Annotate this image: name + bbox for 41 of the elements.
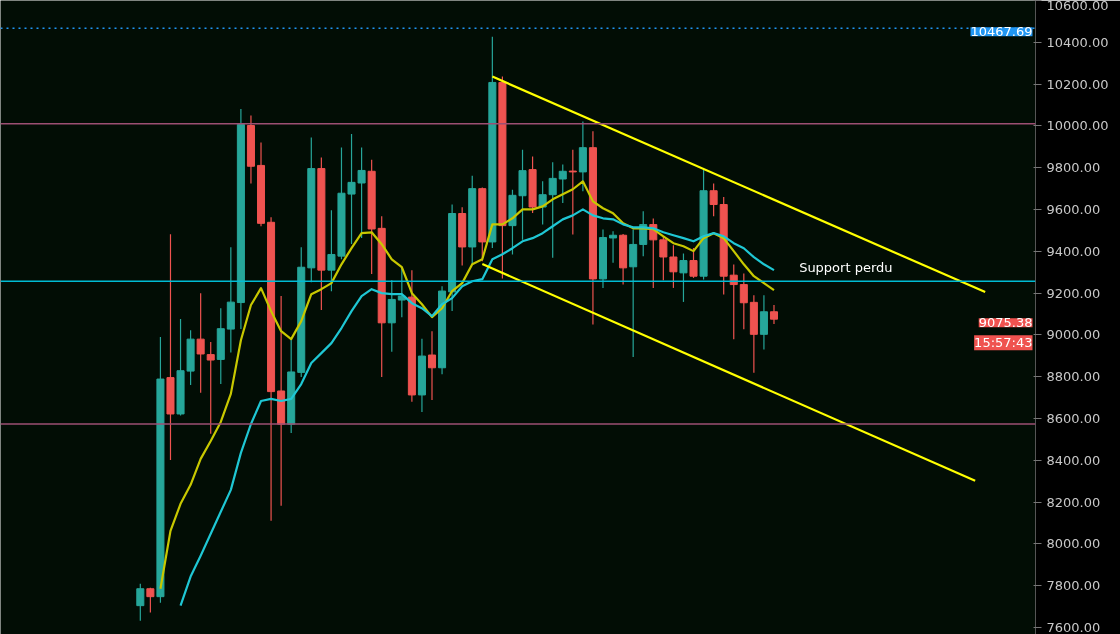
y-tick-label: 8800.00: [1046, 369, 1101, 385]
y-tick-label: 8600.00: [1046, 411, 1101, 427]
ref-line-label: Support perdu: [799, 260, 893, 276]
candlestick: [548, 161, 557, 259]
candlestick: [206, 341, 215, 435]
y-tick-label: 8200.00: [1046, 494, 1101, 510]
candlestick: [146, 587, 155, 614]
ref-line-label: 10467.69: [970, 24, 1033, 40]
candlestick: [196, 292, 205, 394]
annotation: 9075.38: [978, 315, 1033, 331]
candlestick: [387, 279, 396, 353]
y-tick-label: 9600.00: [1046, 202, 1101, 218]
y-tick-label: 8400.00: [1046, 452, 1101, 468]
candlestick: [679, 252, 688, 303]
candlestick: [689, 247, 698, 279]
candlestick: [558, 163, 567, 204]
candlestick: [739, 272, 748, 330]
candlestick: [609, 230, 618, 264]
candlestick: [659, 235, 668, 281]
y-tick-label: 10200.00: [1046, 76, 1109, 92]
candlestick: [669, 244, 678, 289]
y-tick-label: 9800.00: [1046, 160, 1101, 176]
y-tick-label: 7800.00: [1046, 578, 1101, 594]
y-tick-label: 9200.00: [1046, 285, 1101, 301]
candlestick: [538, 180, 547, 226]
candlestick: [629, 229, 638, 358]
y-tick-label: 9400.00: [1046, 243, 1101, 259]
candlestick: [769, 304, 778, 325]
y-tick-label: 8000.00: [1046, 536, 1101, 552]
candlestick: [709, 183, 718, 217]
y-tick-label: 10600.00: [1046, 0, 1109, 13]
candlestick: [397, 267, 406, 318]
y-tick-label: 7600.00: [1046, 620, 1101, 634]
y-tick-label: 10000.00: [1046, 118, 1109, 134]
y-tick-label: 10400.00: [1046, 34, 1109, 50]
y-tick-label: 9000.00: [1046, 327, 1101, 343]
candlestick: [136, 583, 145, 622]
candlestick: [427, 330, 437, 401]
annotation: 15:57:43: [974, 335, 1033, 351]
candlestick: [759, 294, 768, 350]
candlestick: [568, 149, 577, 236]
